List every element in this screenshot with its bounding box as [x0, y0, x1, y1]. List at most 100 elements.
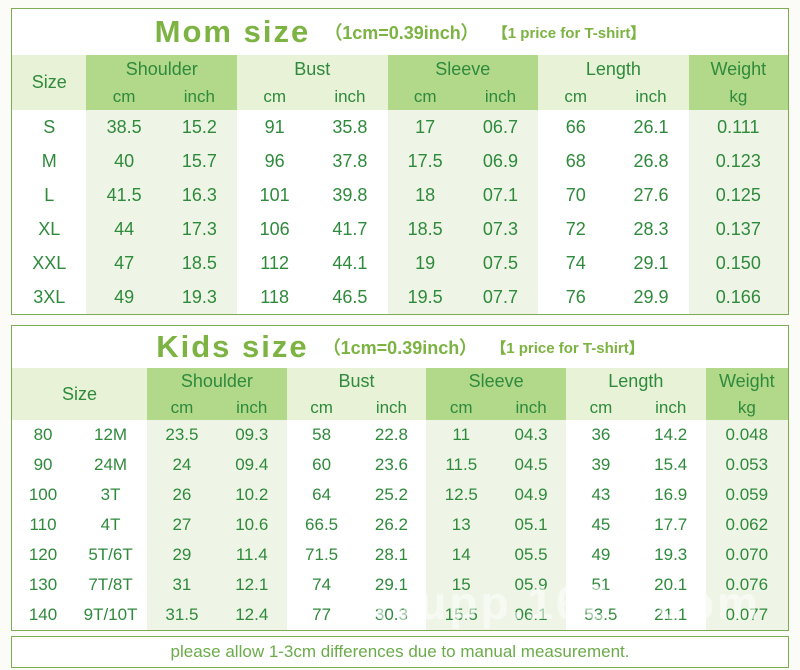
table-cell: 39 — [591, 455, 611, 474]
table-cell: 19.3 — [654, 545, 688, 564]
table-cell: 10.6 — [216, 510, 287, 540]
table-cell: 41.7 — [332, 218, 368, 239]
table-cell: 0.076 — [705, 570, 788, 600]
table-cell: 0.053 — [705, 450, 788, 480]
table-cell: 19 — [387, 246, 463, 280]
table-cell: 27.6 — [633, 184, 669, 205]
table-cell: 21.1 — [654, 605, 688, 624]
table-cell: 3T — [100, 485, 121, 504]
table-cell: 26 — [147, 480, 217, 510]
unit-header-kg: kg — [688, 83, 788, 110]
table-cell: 28.3 — [633, 218, 669, 239]
col-header-bust: Bust — [237, 55, 388, 83]
col-header-sleeve: Sleeve — [426, 368, 566, 395]
table-row: 80 12M 23.5 09.3 58 22.8 11 04.3 36 14.2 0.048 — [12, 420, 788, 450]
table-cell: 26.1 — [633, 116, 669, 137]
table-cell: 15.7 — [161, 144, 238, 178]
table-cell: 11.4 — [216, 540, 287, 570]
table-row: 90 24M 24 09.4 60 23.6 11.5 04.5 39 15.4 0.053 — [12, 450, 788, 480]
col-header-size: Size — [12, 55, 87, 110]
table-cell: 06.1 — [496, 600, 566, 630]
table-cell: 05.5 — [496, 540, 566, 570]
table-cell: 51 — [591, 575, 611, 594]
table-cell: 31 — [147, 570, 217, 600]
mom-size-panel: Mom size （1cm=0.39inch） 【1 price for T-s… — [11, 8, 789, 315]
table-cell: 05.1 — [496, 510, 566, 540]
table-cell: 07.3 — [462, 212, 539, 246]
col-header-length: Length — [565, 368, 706, 395]
table-cell: L — [44, 184, 55, 205]
table-row: XXL 47 18.5 112 44.1 19 07.5 74 29.1 0.150 — [12, 246, 788, 280]
table-cell: 06.9 — [462, 144, 539, 178]
table-cell: 07.7 — [462, 280, 539, 314]
kids-title: Kids size — [156, 329, 309, 364]
table-cell: 71.5 — [305, 545, 339, 564]
table-cell: 112 — [260, 252, 289, 273]
unit-header-cm: cm — [286, 395, 357, 420]
unit-header-cm: cm — [86, 83, 162, 110]
table-cell: 12.1 — [216, 570, 287, 600]
table-cell: 04.5 — [496, 450, 566, 480]
table-cell: 18 — [387, 178, 463, 212]
table-cell: 3XL — [33, 286, 66, 307]
table-cell: 24M — [94, 455, 128, 474]
table-cell: 16.9 — [654, 485, 688, 504]
kids-header-unit-row: cm inch cm inch cm inch cm inch kg — [12, 395, 788, 420]
table-row: XL 44 17.3 106 41.7 18.5 07.3 72 28.3 0.137 — [12, 212, 788, 246]
table-cell: 76 — [565, 286, 586, 307]
kids-size-panel: Kids size （1cm=0.39inch） 【1 price for T-… — [11, 325, 789, 631]
unit-header-cm: cm — [426, 395, 497, 420]
table-cell: 24 — [147, 450, 217, 480]
table-cell: 70 — [565, 184, 586, 205]
table-cell: 04.9 — [496, 480, 566, 510]
table-cell: 17.3 — [161, 212, 238, 246]
table-cell: 18.5 — [161, 246, 238, 280]
unit-header-inch: inch — [635, 395, 706, 420]
unit-header-inch: inch — [312, 83, 388, 110]
table-cell: 0.048 — [705, 420, 788, 450]
mom-header-group-row: Size Shoulder Bust Sleeve Length Weight — [12, 55, 788, 110]
table-cell: 5T/6T — [88, 545, 133, 564]
unit-header-cm: cm — [565, 395, 636, 420]
col-header-shoulder: Shoulder — [147, 368, 287, 395]
table-cell: 64 — [312, 485, 332, 504]
table-cell: 4T — [100, 515, 121, 534]
table-cell: 39.8 — [332, 184, 368, 205]
unit-header-cm: cm — [147, 395, 217, 420]
table-cell: 06.7 — [462, 110, 539, 144]
table-cell: 30.3 — [374, 605, 408, 624]
table-row: 140 9T/10T 31.5 12.4 77 30.3 15.5 06.1 53.5 21.1 0… — [12, 600, 788, 630]
col-header-length: Length — [538, 55, 689, 83]
table-cell: 36 — [591, 425, 611, 444]
table-cell: M — [41, 150, 57, 171]
table-cell: 20.1 — [654, 575, 688, 594]
table-cell: 35.8 — [332, 116, 368, 137]
table-cell: 0.077 — [705, 600, 788, 630]
table-cell: 17 — [387, 110, 463, 144]
table-row: 3XL 49 19.3 118 46.5 19.5 07.7 76 29.9 0.166 — [12, 280, 788, 314]
table-cell: 0.123 — [688, 144, 788, 178]
measurement-note-panel: please allow 1-3cm differences due to ma… — [11, 636, 789, 668]
table-row: 120 5T/6T 29 11.4 71.5 28.1 14 05.5 49 19.3 0.070 — [12, 540, 788, 570]
table-cell: 60 — [312, 455, 332, 474]
table-cell: 0.111 — [688, 110, 788, 144]
table-cell: 17.7 — [654, 515, 688, 534]
table-row: S 38.5 15.2 91 35.8 17 06.7 66 26.1 0.111 — [12, 110, 788, 144]
table-cell: 28.1 — [374, 545, 408, 564]
unit-header-inch: inch — [356, 395, 427, 420]
unit-header-inch: inch — [613, 83, 689, 110]
table-cell: S — [43, 116, 56, 137]
kids-size-table: Size Shoulder Bust Sleeve Length Weight … — [12, 368, 788, 630]
kids-title-row: Kids size （1cm=0.39inch） 【1 price for T-… — [12, 326, 788, 368]
table-cell: 38.5 — [86, 110, 162, 144]
table-cell: 11 — [426, 420, 497, 450]
mom-header-unit-row: cm inch cm inch cm inch cm inch kg — [12, 83, 788, 110]
table-cell: 120 — [28, 545, 58, 564]
table-cell: 09.3 — [216, 420, 287, 450]
table-cell: 0.166 — [688, 280, 788, 314]
table-cell: 110 — [29, 515, 57, 534]
table-cell: 49 — [591, 545, 611, 564]
table-cell: 44 — [86, 212, 162, 246]
table-cell: 13 — [426, 510, 497, 540]
